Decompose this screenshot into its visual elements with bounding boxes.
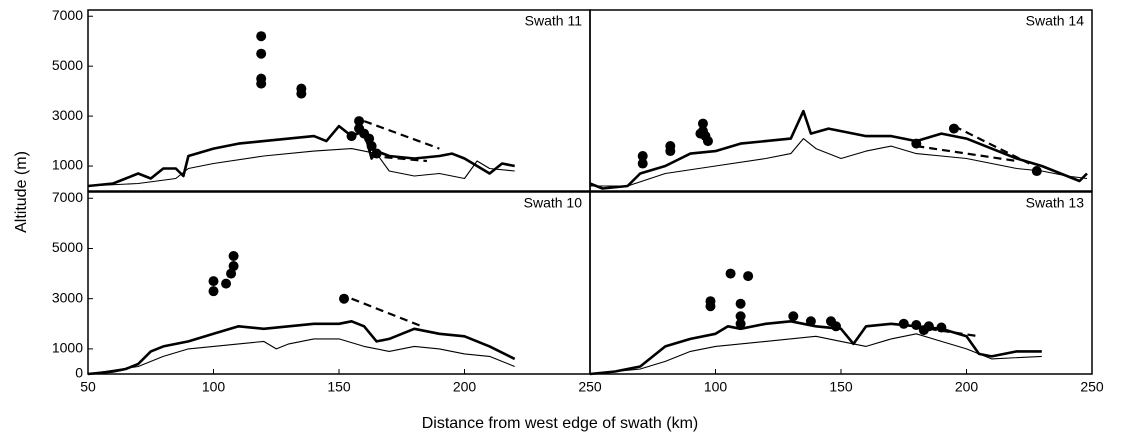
observation-point — [743, 271, 754, 282]
observation-point — [226, 268, 237, 279]
thick-line — [589, 109, 1088, 190]
y-tick-label: 3000 — [52, 107, 83, 123]
observation-point — [228, 251, 239, 262]
observation-point — [208, 286, 219, 297]
observation-point — [911, 138, 922, 149]
observation-point — [1031, 166, 1042, 177]
x-tick-label: 100 — [202, 379, 226, 395]
panel-title: Swath 10 — [524, 195, 583, 211]
y-tick-label: 7000 — [52, 7, 83, 23]
panel-title: Swath 14 — [1026, 13, 1085, 29]
observation-point — [805, 316, 816, 327]
observation-point — [371, 148, 382, 159]
plot-frame — [589, 9, 1093, 192]
panel-title: Swath 11 — [525, 13, 583, 29]
plot-frame — [87, 9, 591, 192]
observation-point — [637, 158, 648, 169]
y-tick-label: 1000 — [52, 340, 83, 356]
y-tick-label: 1000 — [52, 157, 83, 173]
observation-point — [918, 325, 929, 336]
x-tick-label: 150 — [327, 379, 351, 395]
thin-line — [590, 138, 1088, 187]
x-tick-label: 150 — [829, 379, 853, 395]
dashed-line — [371, 154, 427, 163]
observation-point — [697, 118, 708, 129]
dashed-line — [363, 120, 440, 150]
observation-point — [735, 298, 746, 309]
x-tick-label: 50 — [80, 379, 96, 395]
y-tick-label: 7000 — [52, 189, 83, 205]
observation-point — [830, 321, 841, 332]
panel-title: Swath 13 — [1026, 195, 1085, 211]
observation-point — [208, 276, 219, 287]
observation-point — [339, 293, 350, 304]
observation-point — [256, 78, 267, 89]
observation-point — [228, 261, 239, 272]
observation-point — [256, 31, 267, 42]
observation-point — [366, 141, 377, 152]
observation-point — [637, 151, 648, 162]
observation-point — [665, 146, 676, 157]
thin-line — [589, 333, 1042, 375]
thick-line — [589, 320, 1042, 376]
observation-point — [695, 128, 706, 139]
thick-line — [87, 124, 515, 188]
y-axis-label: Altitude (m) — [13, 151, 30, 233]
observation-point — [735, 311, 746, 322]
observation-point — [911, 320, 922, 331]
thin-line — [87, 338, 515, 375]
observation-point — [788, 311, 799, 322]
observation-point — [354, 116, 365, 127]
x-tick-label: 100 — [704, 379, 728, 395]
observation-point — [702, 136, 713, 147]
observation-point — [705, 301, 716, 312]
dashed-line — [953, 125, 1030, 165]
x-tick-label: 250 — [578, 379, 602, 395]
x-axis-label: Distance from west edge of swath (km) — [422, 415, 699, 432]
observation-point — [948, 123, 959, 134]
y-tick-label: 3000 — [52, 289, 83, 305]
y-tick-label: 0 — [75, 365, 83, 381]
dashed-line — [351, 297, 423, 328]
x-tick-label: 200 — [453, 379, 477, 395]
observation-point — [936, 322, 947, 333]
observation-point — [735, 318, 746, 329]
observation-point — [725, 268, 736, 279]
dashed-line — [928, 327, 980, 338]
observation-point — [256, 48, 267, 59]
observation-point — [221, 278, 232, 289]
observation-point — [296, 88, 307, 99]
y-tick-label: 5000 — [52, 239, 83, 255]
x-tick-label: 250 — [1080, 379, 1104, 395]
observation-point — [346, 131, 357, 142]
dashed-line — [916, 145, 1017, 163]
y-tick-label: 5000 — [52, 57, 83, 73]
observation-point — [898, 318, 909, 329]
thick-line — [87, 320, 516, 376]
thin-line — [87, 148, 515, 187]
x-tick-label: 200 — [955, 379, 979, 395]
